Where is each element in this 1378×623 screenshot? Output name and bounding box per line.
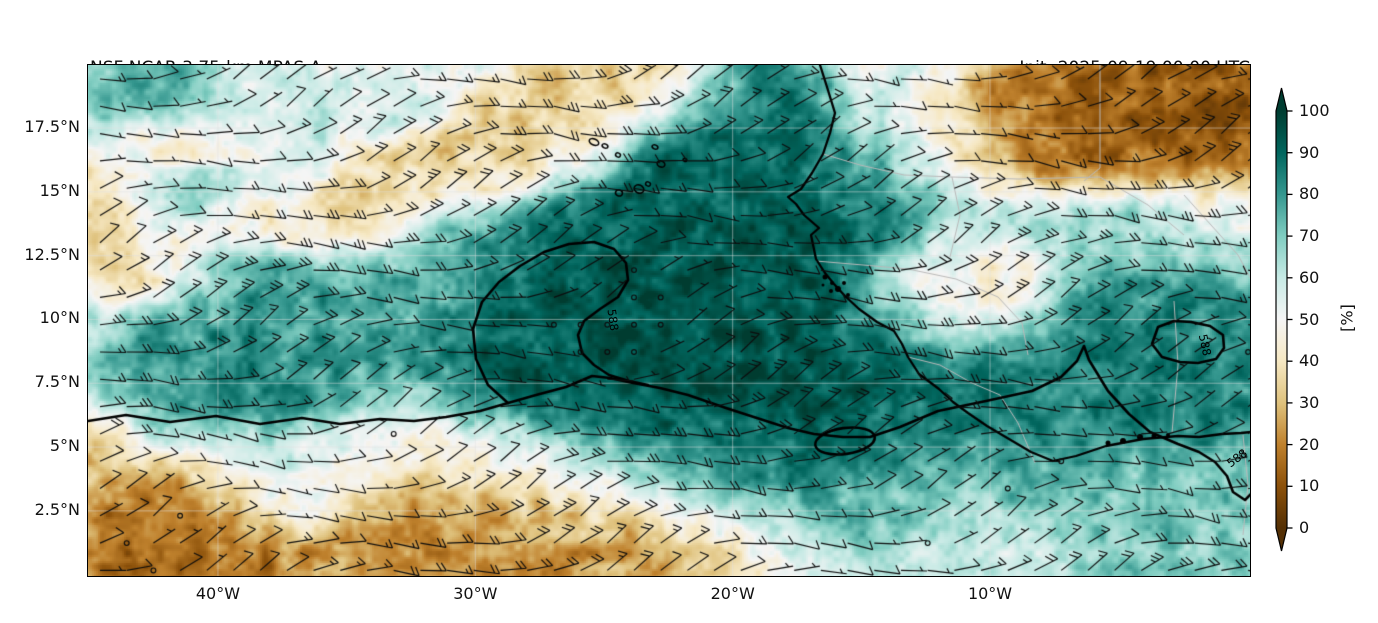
colorbar-tick-label: 50	[1299, 309, 1320, 329]
colorbar-tick-label: 60	[1299, 267, 1320, 287]
x-tick-label: 10°W	[967, 584, 1013, 603]
y-tick-label: 7.5°N	[34, 372, 80, 392]
colorbar-tick-label: 70	[1299, 226, 1320, 246]
colorbar-tick-label: 80	[1299, 184, 1320, 204]
y-tick-label: 2.5°N	[34, 499, 80, 519]
colorbar-tick-label: 90	[1299, 142, 1320, 162]
colorbar-tick-label: 30	[1299, 392, 1320, 412]
colorbar-gradient	[1275, 87, 1288, 552]
x-tick-label: 40°W	[195, 584, 241, 603]
colorbar-unit-label: [%]	[1337, 304, 1357, 332]
x-tick-label: 30°W	[453, 584, 498, 603]
y-tick-label: 17.5°N	[24, 117, 80, 137]
colorbar-tick-label: 0	[1299, 518, 1310, 537]
colorbar-tick-label: 100	[1299, 101, 1330, 120]
x-tick-label: 20°W	[710, 584, 755, 603]
colorbar-tick-label: 40	[1299, 351, 1320, 371]
map-canvas	[88, 65, 1251, 577]
colorbar	[1275, 87, 1293, 552]
colorbar-tick-label: 20	[1299, 434, 1320, 454]
y-tick-label: 5°N	[49, 436, 80, 456]
y-tick-label: 12.5°N	[24, 244, 80, 264]
y-tick-label: 15°N	[39, 180, 80, 200]
y-tick-label: 10°N	[39, 308, 80, 328]
colorbar-tick-label: 10	[1299, 476, 1320, 496]
